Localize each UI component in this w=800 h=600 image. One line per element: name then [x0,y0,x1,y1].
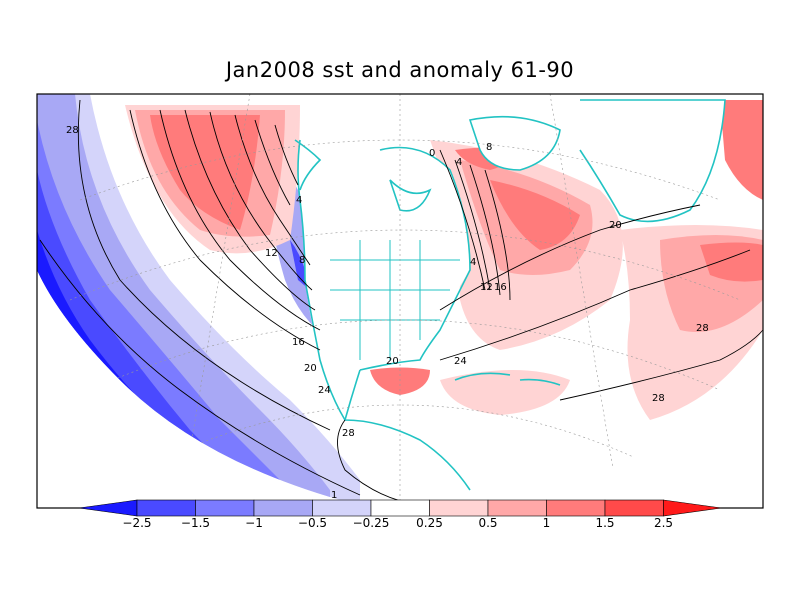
contour-label: 16 [292,337,305,348]
greenland-land [470,116,560,170]
anomaly-east-atlantic-warm-15 [700,242,763,282]
map-title: Jan2008 sst and anomaly 61-90 [225,58,575,82]
colorbar-swatch [136,499,196,517]
colorbar-swatch [429,499,489,517]
colorbar [78,499,722,517]
colorbar-swatch [312,499,372,517]
anomaly-nordic-warm [720,100,763,200]
colorbar-swatch [253,499,313,517]
contour-label: 12 [480,282,493,293]
colorbar-tick-label: 1 [542,516,551,530]
coast-hudson [389,179,432,212]
colorbar-tick-label: 0.5 [478,516,498,530]
colorbar-tick-label: 2.5 [653,516,674,530]
coast-caribbean [454,372,561,386]
contour-label: 20 [304,363,317,374]
contour-label: 28 [66,125,79,136]
colorbar-tick-label: −1.5 [180,516,211,530]
colorbar-swatch [604,499,664,517]
colorbar-swatch [546,499,606,517]
colorbar-arrow-right [663,499,722,517]
anomaly-caribbean-warm [440,370,570,415]
contour-label: 20 [609,220,622,231]
contour-label: 24 [454,356,467,367]
colorbar-tick-label: −0.5 [297,516,328,530]
coast-gulf [343,369,471,491]
coast-west-na [297,139,346,421]
colorbar-swatch [370,499,430,517]
colorbar-arrow-left [78,499,138,517]
colorbar-tick-label: 0.25 [416,516,443,530]
contour-label: 0 [429,148,435,159]
contour-label: 4 [470,257,476,268]
anomaly-gulf-warm [370,367,430,395]
contour-label: 28 [696,323,709,334]
contour-labels: 28 4 12 8 16 20 24 28 1 0 4 8 4 12 16 20… [66,125,709,501]
contour-label: 12 [265,248,278,259]
colorbar-swatch [487,499,547,517]
central-america-land [345,420,470,500]
coast-greenland [468,115,561,171]
colorbar-tick-label: 1.5 [595,516,615,530]
contour-label: 16 [494,282,507,293]
coast-east-na [359,146,471,371]
contour-label: 20 [386,356,399,367]
contour-label: 8 [486,142,492,153]
contour-label: 24 [318,385,331,396]
contour-label: 8 [299,255,305,266]
contour-label: 28 [342,428,355,439]
contour-label: 1 [331,490,337,501]
coast-europe [579,99,726,223]
sst-contours [39,99,763,506]
anomaly-atlantic-warm-15 [490,180,580,250]
colorbar-swatch [195,499,255,517]
europe-land [580,100,725,222]
anomaly-pacific-warm-15 [150,115,260,230]
coast-alaska [294,139,322,191]
colorbar-tick-label: −0.25 [352,516,390,530]
contour-label: 4 [456,157,462,168]
colorbar-tick-label: −1 [245,516,263,530]
contour-label: 28 [652,393,665,404]
colorbar-tick-label: −2.5 [122,516,152,530]
contour-label: 4 [296,195,302,206]
